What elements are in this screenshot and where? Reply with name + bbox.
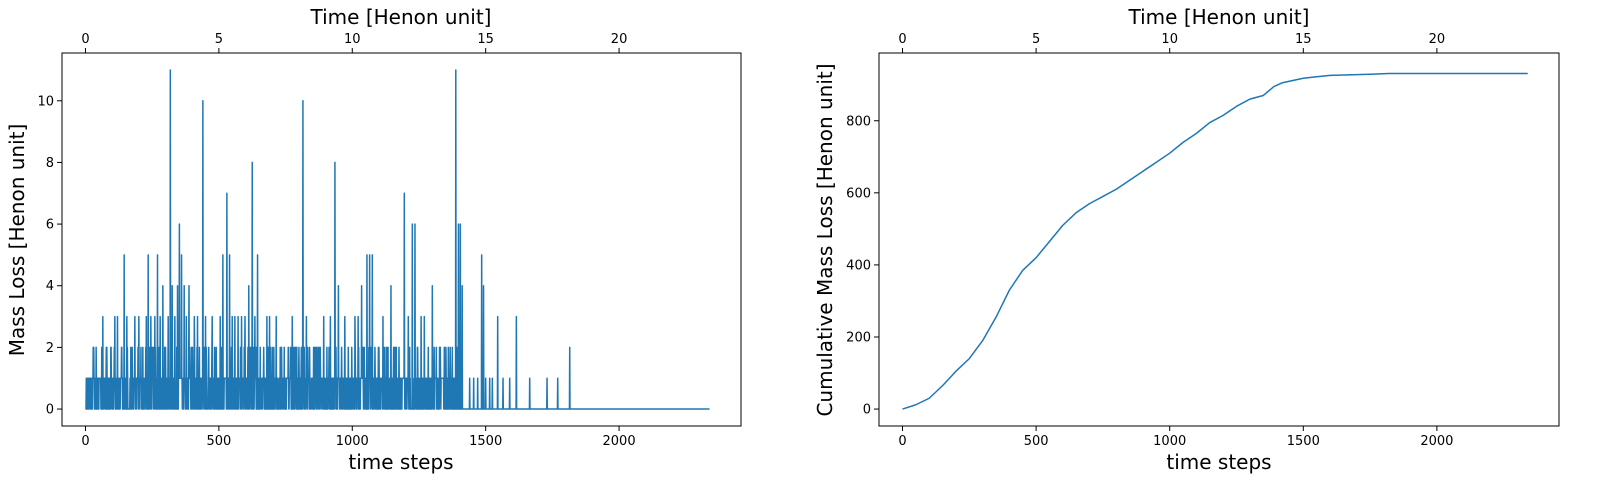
y-tick-label: 6: [46, 218, 54, 233]
top-x-tick-label: 5: [215, 32, 223, 47]
top-x-axis-label: Time [Henon unit]: [1128, 5, 1310, 29]
top-x-tick-label: 5: [1032, 32, 1040, 47]
y-tick-label: 600: [846, 186, 871, 201]
x-tick-label: 1000: [1153, 434, 1186, 449]
x-tick-label: 2000: [603, 434, 636, 449]
top-x-tick-label: 10: [1161, 32, 1178, 47]
y-tick-label: 0: [46, 403, 54, 418]
y-tick-label: 0: [863, 403, 871, 418]
y-tick-label: 200: [846, 330, 871, 345]
x-axis-label: time steps: [348, 450, 453, 474]
x-axis-label: time steps: [1166, 450, 1271, 474]
plot-frame: [61, 52, 742, 427]
top-x-tick-label: 10: [344, 32, 361, 47]
x-tick-label: 0: [81, 434, 89, 449]
y-tick-label: 10: [37, 94, 54, 109]
y-tick-label: 800: [846, 114, 871, 129]
y-axis-label: Cumulative Mass Loss [Henon unit]: [813, 63, 837, 416]
top-x-tick-label: 20: [1429, 32, 1446, 47]
x-tick-label: 500: [1024, 434, 1049, 449]
top-x-tick-label: 15: [1295, 32, 1312, 47]
top-x-tick-label: 0: [898, 32, 906, 47]
x-tick-label: 500: [206, 434, 231, 449]
y-tick-label: 2: [46, 341, 54, 356]
x-tick-label: 1500: [469, 434, 502, 449]
x-tick-label: 2000: [1420, 434, 1453, 449]
y-tick-label: 8: [46, 156, 54, 171]
cumulative-mass-loss-series-line: [902, 72, 1528, 410]
x-tick-label: 1500: [1287, 434, 1320, 449]
plot-frame: [878, 52, 1560, 427]
y-tick-label: 400: [846, 258, 871, 273]
y-axis-label: Mass Loss [Henon unit]: [5, 124, 29, 357]
top-x-tick-label: 20: [611, 32, 628, 47]
top-x-tick-label: 0: [81, 32, 89, 47]
x-tick-label: 1000: [336, 434, 369, 449]
mass-loss-series-line: [84, 69, 710, 410]
top-x-tick-label: 15: [477, 32, 494, 47]
top-x-axis-label: Time [Henon unit]: [310, 5, 492, 29]
y-tick-label: 4: [46, 279, 54, 294]
x-tick-label: 0: [898, 434, 906, 449]
mass-loss-panel: 0 500 1000 1500 2000 0 2 4 6 8 10 0 5 10 15 20 time s…: [5, 5, 742, 474]
